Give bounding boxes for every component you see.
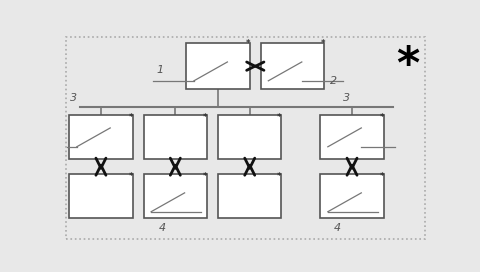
Bar: [321, 115, 384, 159]
Text: *: *: [246, 39, 251, 48]
Text: 1: 1: [157, 66, 164, 76]
Text: 4: 4: [334, 222, 341, 233]
Text: *: *: [129, 113, 133, 122]
Text: 3: 3: [343, 93, 350, 103]
Bar: [144, 115, 207, 159]
Text: 3: 3: [70, 93, 77, 103]
Text: 2: 2: [330, 76, 337, 86]
Bar: [261, 43, 324, 89]
Text: 4: 4: [159, 222, 166, 233]
Text: *: *: [396, 44, 420, 86]
Text: *: *: [203, 113, 207, 122]
Text: *: *: [320, 39, 325, 48]
Bar: [218, 115, 281, 159]
Text: *: *: [380, 113, 384, 122]
Bar: [144, 174, 207, 218]
Text: *: *: [380, 172, 384, 181]
Text: *: *: [129, 172, 133, 181]
Text: *: *: [277, 113, 282, 122]
Bar: [218, 174, 281, 218]
Bar: [321, 174, 384, 218]
Bar: [69, 174, 132, 218]
Bar: [69, 115, 132, 159]
Text: *: *: [277, 172, 282, 181]
Text: *: *: [203, 172, 207, 181]
Bar: [186, 43, 250, 89]
